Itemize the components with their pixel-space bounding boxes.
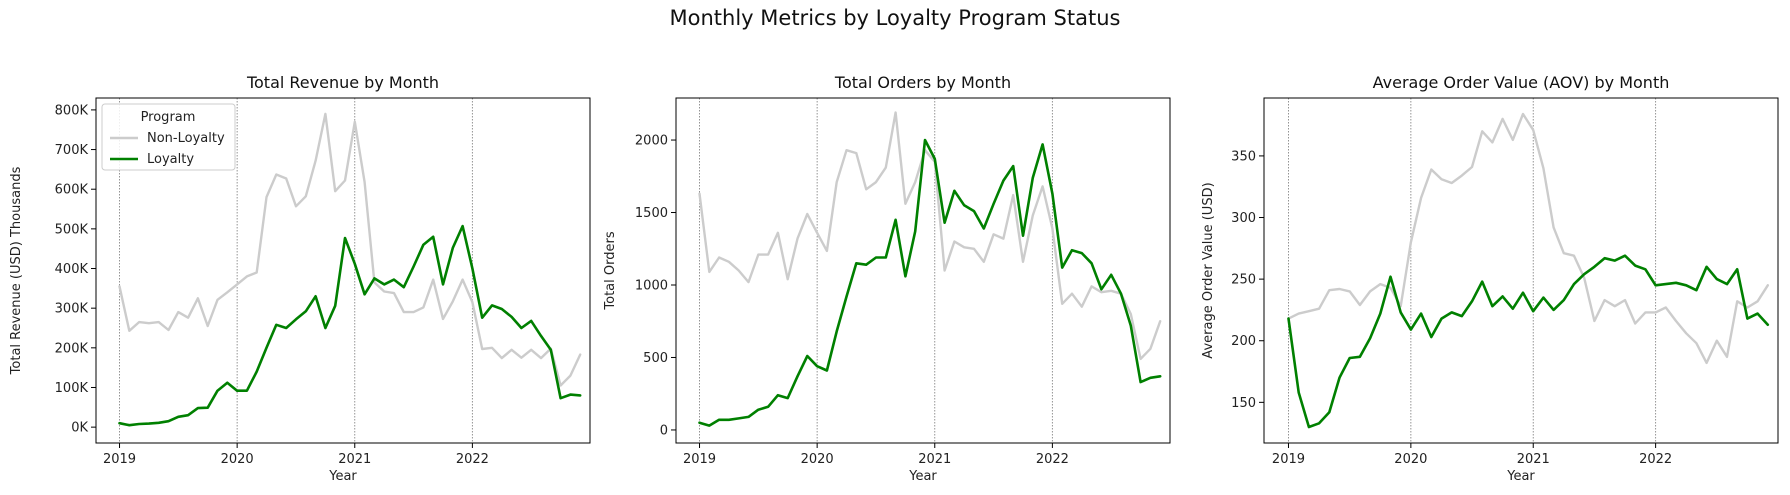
x-tick-label: 2019 xyxy=(103,452,136,467)
legend-entry: Non-Loyalty xyxy=(147,131,225,146)
y-axis-label: Total Revenue (USD) Thousands xyxy=(9,166,24,375)
y-tick-label: 500K xyxy=(55,222,89,237)
y-tick-label: 1500 xyxy=(635,206,668,221)
x-tick-label: 2022 xyxy=(1639,452,1672,467)
x-tick-label: 2020 xyxy=(1394,452,1427,467)
y-tick-label: 200K xyxy=(55,341,89,356)
chart-panel-1: Total Revenue by Month 2019 2020 2021 2022 0K… xyxy=(9,73,591,484)
x-axis-label: Year xyxy=(908,469,937,484)
y-tick-label: 500 xyxy=(643,351,668,366)
legend-title: Program xyxy=(141,110,196,125)
y-tick-label: 1000 xyxy=(635,278,668,293)
y-tick-label: 700K xyxy=(55,143,89,158)
plot-frame xyxy=(675,97,1171,444)
y-axis-label: Average Order Value (USD) xyxy=(1201,182,1216,358)
y-tick-label: 100K xyxy=(55,381,89,396)
panel-title: Total Orders by Month xyxy=(834,73,1011,92)
y-tick-label: 0K xyxy=(71,421,88,436)
x-tick-label: 2020 xyxy=(221,452,254,467)
x-tick-label: 2021 xyxy=(1517,452,1550,467)
x-tick-label: 2020 xyxy=(801,452,834,467)
y-tick-label: 150 xyxy=(1231,396,1256,411)
x-tick-label: 2022 xyxy=(1036,452,1069,467)
series-line-non-loyalty xyxy=(118,112,582,387)
x-tick-label: 2021 xyxy=(918,452,951,467)
x-axis-label: Year xyxy=(1506,469,1535,484)
y-tick-label: 600K xyxy=(55,183,89,198)
chart-panel-2: Total Orders by Month 2019 2020 2021 2022 0 50… xyxy=(603,73,1171,484)
series-line-non-loyalty xyxy=(698,111,1162,361)
series-line-loyalty xyxy=(118,224,582,427)
y-tick-label: 300 xyxy=(1231,211,1256,226)
legend: Program Non-Loyalty Loyalty xyxy=(101,103,236,171)
plot-frame xyxy=(1263,97,1779,444)
y-axis-label: Total Orders xyxy=(603,231,618,310)
y-tick-label: 0 xyxy=(660,423,668,438)
y-tick-label: 2000 xyxy=(635,134,668,149)
y-tick-label: 350 xyxy=(1231,149,1256,164)
series-line-loyalty xyxy=(1287,254,1770,429)
chart-panel-3: Average Order Value (AOV) by Month 2019 20… xyxy=(1201,73,1779,484)
panel-title: Average Order Value (AOV) by Month xyxy=(1373,73,1670,92)
panel-title: Total Revenue by Month xyxy=(246,73,439,92)
x-tick-label: 2021 xyxy=(338,452,371,467)
y-tick-label: 200 xyxy=(1231,334,1256,349)
x-axis-label: Year xyxy=(328,469,357,484)
panels: Total Revenue by Month 2019 2020 2021 2022 0K… xyxy=(9,73,1779,484)
y-tick-label: 800K xyxy=(55,103,89,118)
series-line-loyalty xyxy=(698,138,1162,427)
y-tick-label: 250 xyxy=(1231,273,1256,288)
y-tick-label: 300K xyxy=(55,302,89,317)
x-tick-label: 2019 xyxy=(683,452,716,467)
x-tick-label: 2019 xyxy=(1272,452,1305,467)
legend-entry: Loyalty xyxy=(147,152,194,167)
y-tick-label: 400K xyxy=(55,262,89,277)
series-line-non-loyalty xyxy=(1287,112,1770,365)
x-tick-label: 2022 xyxy=(456,452,489,467)
figure-suptitle: Monthly Metrics by Loyalty Program Statu… xyxy=(670,6,1121,30)
plot-frame xyxy=(95,97,591,444)
legend-box xyxy=(101,103,236,171)
